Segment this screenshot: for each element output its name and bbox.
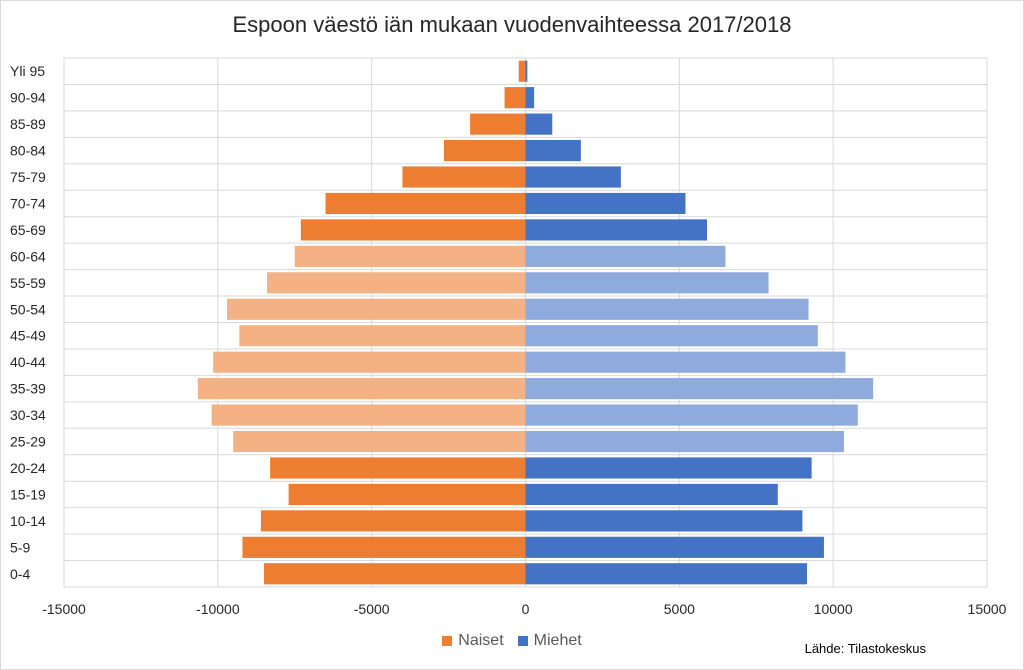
bar-miehet-25-29 <box>525 430 844 453</box>
y-tick-label: 5-9 <box>10 539 30 555</box>
bar-miehet-40-44 <box>525 351 846 373</box>
bar-miehet-65-69 <box>525 219 708 241</box>
bar-naiset-75-79 <box>402 166 526 188</box>
x-tick-label: 5000 <box>664 601 695 617</box>
y-tick-label: 20-24 <box>10 460 46 476</box>
legend-label-miehet: Miehet <box>533 632 582 649</box>
bar-miehet-75-79 <box>525 166 621 188</box>
y-tick-label: 75-79 <box>10 169 46 185</box>
bar-miehet-90-94 <box>525 87 535 109</box>
y-tick-label: 25-29 <box>10 434 46 450</box>
bar-miehet-yli-95 <box>525 60 528 82</box>
bar-miehet-35-39 <box>525 378 874 400</box>
y-tick-label: 70-74 <box>10 195 46 211</box>
bar-miehet-5-9 <box>525 536 824 558</box>
chart-title: Espoon väestö iän mukaan vuodenvaihteess… <box>232 12 792 37</box>
bar-naiset-20-24 <box>270 457 526 479</box>
bar-naiset-35-39 <box>197 378 526 400</box>
bar-miehet-15-19 <box>525 483 778 506</box>
bar-miehet-85-89 <box>525 113 553 135</box>
bar-naiset-15-19 <box>288 483 526 506</box>
bar-miehet-80-84 <box>525 139 581 162</box>
legend-label-naiset: Naiset <box>458 632 504 649</box>
legend-item-miehet: Miehet <box>517 632 582 650</box>
bar-miehet-50-54 <box>525 298 809 320</box>
bar-naiset-85-89 <box>470 113 526 135</box>
y-tick-label: 35-39 <box>10 381 46 397</box>
bar-naiset-10-14 <box>260 510 526 532</box>
y-tick-label: 55-59 <box>10 275 46 291</box>
y-tick-label: 60-64 <box>10 248 46 264</box>
x-tick-label: -15000 <box>42 601 86 617</box>
legend-swatch-miehet <box>517 636 528 646</box>
y-tick-label: 45-49 <box>10 328 46 344</box>
bar-miehet-0-4 <box>525 563 808 585</box>
y-tick-label: 40-44 <box>10 354 46 370</box>
y-tick-label: Yli 95 <box>10 63 45 79</box>
bar-naiset-yli-95 <box>518 60 526 82</box>
bar-naiset-0-4 <box>263 563 526 585</box>
legend-item-naiset: Naiset <box>442 632 504 650</box>
bar-naiset-45-49 <box>239 325 526 347</box>
x-tick-label: -10000 <box>196 601 240 617</box>
bar-miehet-55-59 <box>525 272 769 294</box>
bar-naiset-80-84 <box>443 139 526 162</box>
bar-naiset-65-69 <box>300 219 526 241</box>
bar-miehet-45-49 <box>525 325 818 347</box>
bar-naiset-40-44 <box>213 351 526 373</box>
legend-swatch-naiset <box>442 636 453 646</box>
y-tick-label: 50-54 <box>10 301 46 317</box>
y-tick-label: 80-84 <box>10 143 46 159</box>
y-tick-label: 30-34 <box>10 407 46 423</box>
y-tick-label: 85-89 <box>10 116 46 132</box>
bar-naiset-5-9 <box>242 536 526 558</box>
y-tick-label: 65-69 <box>10 222 46 238</box>
x-tick-label: 15000 <box>968 601 1007 617</box>
bar-miehet-20-24 <box>525 457 812 479</box>
y-tick-label: 90-94 <box>10 90 46 106</box>
x-tick-label: -5000 <box>354 601 390 617</box>
bar-naiset-55-59 <box>267 272 526 294</box>
x-tick-label: 0 <box>522 601 530 617</box>
bar-naiset-30-34 <box>211 404 526 426</box>
bar-naiset-90-94 <box>504 87 526 109</box>
bar-naiset-25-29 <box>233 430 526 453</box>
y-tick-label: 10-14 <box>10 513 46 529</box>
bar-naiset-70-74 <box>325 192 526 215</box>
x-tick-label: 10000 <box>814 601 853 617</box>
bar-miehet-70-74 <box>525 192 686 215</box>
bar-naiset-60-64 <box>294 245 526 267</box>
legend: Naiset Miehet <box>0 629 1024 653</box>
bar-miehet-60-64 <box>525 245 726 267</box>
bar-miehet-10-14 <box>525 510 803 532</box>
source-note: Lähde: Tilastokeskus <box>804 641 926 656</box>
bar-naiset-50-54 <box>227 298 526 320</box>
y-tick-label: 15-19 <box>10 486 46 502</box>
bar-miehet-30-34 <box>525 404 858 426</box>
y-tick-label: 0-4 <box>10 566 30 582</box>
